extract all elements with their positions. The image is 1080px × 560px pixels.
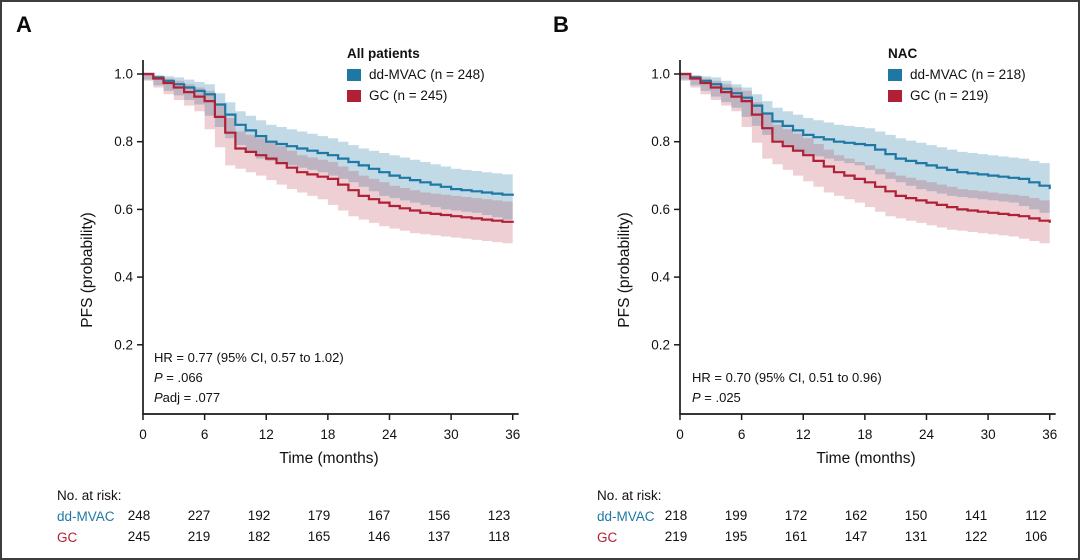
y-tick-label: 1.0: [114, 67, 133, 82]
at-risk-count: 147: [845, 529, 868, 544]
at-risk-row-label-ddmvac-a: dd-MVAC: [57, 509, 115, 524]
at-risk-row-label-ddmvac-b: dd-MVAC: [597, 509, 655, 524]
at-risk-count: 192: [248, 508, 271, 523]
legend-item-gc: GC (n = 245): [347, 88, 485, 103]
at-risk-count: 179: [308, 508, 331, 523]
x-tick-label: 6: [738, 427, 746, 442]
x-axis-title-a: Time (months): [279, 450, 379, 467]
ci-band-gc: [143, 74, 513, 244]
x-tick-label: 0: [676, 427, 684, 442]
at-risk-count: 156: [428, 508, 451, 523]
at-risk-count: 123: [488, 508, 511, 523]
x-tick-label: 6: [201, 427, 209, 442]
km-curve-gc: [143, 72, 514, 223]
x-tick-label: 24: [382, 427, 398, 442]
at-risk-count: 137: [428, 529, 451, 544]
y-tick-label: 1.0: [651, 67, 670, 82]
hr-line: HR = 0.77 (95% CI, 0.57 to 1.02): [154, 350, 344, 365]
at-risk-count: 118: [488, 529, 510, 544]
legend-panel-b: NAC dd-MVAC (n = 218) GC (n = 219): [888, 46, 1026, 103]
at-risk-count: 150: [905, 508, 928, 523]
at-risk-count: 131: [905, 529, 928, 544]
at-risk-count: 106: [1025, 529, 1048, 544]
gc-swatch-icon: [347, 89, 361, 102]
legend-item-label: GC (n = 219): [910, 88, 989, 103]
gc-swatch-icon: [888, 89, 902, 102]
ci-band-gc: [680, 74, 1050, 244]
stats-panel-b: HR = 0.70 (95% CI, 0.51 to 0.96) P = .02…: [692, 368, 882, 408]
legend-item-label: GC (n = 245): [369, 88, 448, 103]
legend-item-label: dd-MVAC (n = 218): [910, 67, 1026, 82]
y-tick-label: 0.2: [651, 337, 670, 352]
at-risk-header-a: No. at risk:: [57, 488, 122, 503]
legend-panel-a: All patients dd-MVAC (n = 248) GC (n = 2…: [347, 46, 485, 103]
y-axis-title-a: PFS (probability): [79, 212, 96, 328]
at-risk-count: 219: [665, 529, 688, 544]
axes: [679, 60, 1056, 415]
legend-title: NAC: [888, 46, 918, 61]
at-risk-count: 161: [785, 529, 808, 544]
at-risk-count: 172: [785, 508, 808, 523]
km-curve-dd-mvac: [143, 72, 514, 196]
at-risk-row-label-gc-b: GC: [597, 530, 618, 545]
x-tick-label: 36: [505, 427, 520, 442]
x-tick-label: 36: [1042, 427, 1057, 442]
panel-b-label: B: [553, 12, 569, 37]
legend-title: All patients: [347, 46, 420, 61]
y-tick-label: 0.4: [651, 270, 670, 285]
x-tick-label: 18: [857, 427, 872, 442]
y-tick-label: 0.8: [651, 134, 670, 149]
at-risk-count: 112: [1025, 508, 1047, 523]
at-risk-count: 227: [188, 508, 211, 523]
at-risk-count: 122: [965, 529, 988, 544]
y-axis-title-b: PFS (probability): [616, 212, 633, 328]
x-axis-title-b: Time (months): [816, 450, 916, 467]
ddmvac-swatch-icon: [347, 68, 361, 81]
x-tick-label: 30: [981, 427, 996, 442]
at-risk-count: 199: [725, 508, 748, 523]
y-tick-label: 0.6: [114, 202, 133, 217]
y-tick-label: 0.2: [114, 337, 133, 352]
hr-line: HR = 0.70 (95% CI, 0.51 to 0.96): [692, 370, 882, 385]
p-value-line: P = .025: [692, 390, 741, 405]
at-risk-count: 245: [128, 529, 151, 544]
at-risk-count: 165: [308, 529, 331, 544]
ddmvac-swatch-icon: [888, 68, 902, 81]
at-risk-count: 167: [368, 508, 391, 523]
legend-item-gc: GC (n = 219): [888, 88, 1026, 103]
legend-item-ddmvac: dd-MVAC (n = 248): [347, 67, 485, 82]
at-risk-row-label-gc-a: GC: [57, 530, 78, 545]
at-risk-header-b: No. at risk:: [597, 488, 662, 503]
at-risk-count: 162: [845, 508, 868, 523]
at-risk-count: 195: [725, 529, 748, 544]
x-tick-label: 0: [139, 427, 147, 442]
at-risk-count: 146: [368, 529, 391, 544]
p-adj-line: Padj = .077: [154, 390, 221, 405]
y-tick-label: 0.8: [114, 134, 133, 149]
x-tick-label: 30: [444, 427, 459, 442]
at-risk-count: 219: [188, 529, 211, 544]
y-tick-label: 0.6: [651, 202, 670, 217]
x-tick-label: 18: [320, 427, 335, 442]
at-risk-count: 182: [248, 529, 271, 544]
x-tick-label: 12: [259, 427, 274, 442]
at-risk-count: 141: [965, 508, 988, 523]
km-curve-gc: [680, 72, 1051, 223]
x-tick-label: 24: [919, 427, 935, 442]
legend-item-ddmvac: dd-MVAC (n = 218): [888, 67, 1026, 82]
panel-a-label: A: [16, 12, 32, 37]
stats-panel-a: HR = 0.77 (95% CI, 0.57 to 1.02) P = .06…: [154, 348, 344, 408]
p-value-line: P = .066: [154, 370, 203, 385]
x-tick-label: 12: [796, 427, 811, 442]
at-risk-count: 218: [665, 508, 688, 523]
y-tick-label: 0.4: [114, 270, 133, 285]
legend-item-label: dd-MVAC (n = 248): [369, 67, 485, 82]
at-risk-count: 248: [128, 508, 151, 523]
